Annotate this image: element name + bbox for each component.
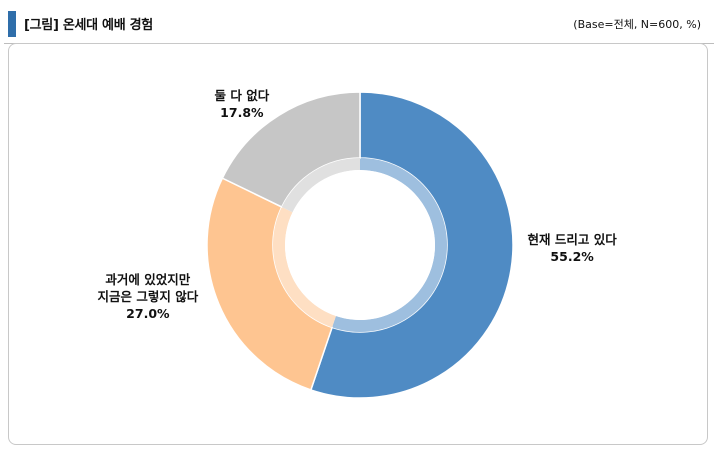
slice-value-label: 17.8%: [220, 105, 264, 120]
slice-label-3: 둘 다 없다 17.8%: [215, 87, 270, 121]
base-note: (Base=전체, N=600, %): [573, 18, 701, 31]
chart-header: [그림] 온세대 예배 경험 (Base=전체, N=600, %): [0, 0, 717, 44]
donut-hole: [285, 170, 435, 320]
slice-value-label: 55.2%: [550, 249, 594, 264]
donut-inner-ring-3: [281, 158, 360, 213]
slice-label-1: 현재 드리고 있다 55.2%: [528, 231, 617, 265]
slice-label-text: 지금은 그렇지 않다: [97, 288, 199, 304]
slice-value-label: 27.0%: [126, 305, 170, 321]
title-accent-bar: [8, 11, 16, 37]
slice-label-text: 과거에 있었지만: [105, 271, 191, 287]
slice-label-text: 현재 드리고 있다: [527, 232, 617, 247]
slice-label-2: 과거에 있었지만 지금은 그렇지 않다 27.0%: [98, 271, 199, 322]
donut-inner-ring-2: [272, 206, 336, 328]
slice-label-text: 둘 다 없다: [214, 88, 270, 103]
chart-title: [그림] 온세대 예배 경험: [24, 18, 153, 33]
